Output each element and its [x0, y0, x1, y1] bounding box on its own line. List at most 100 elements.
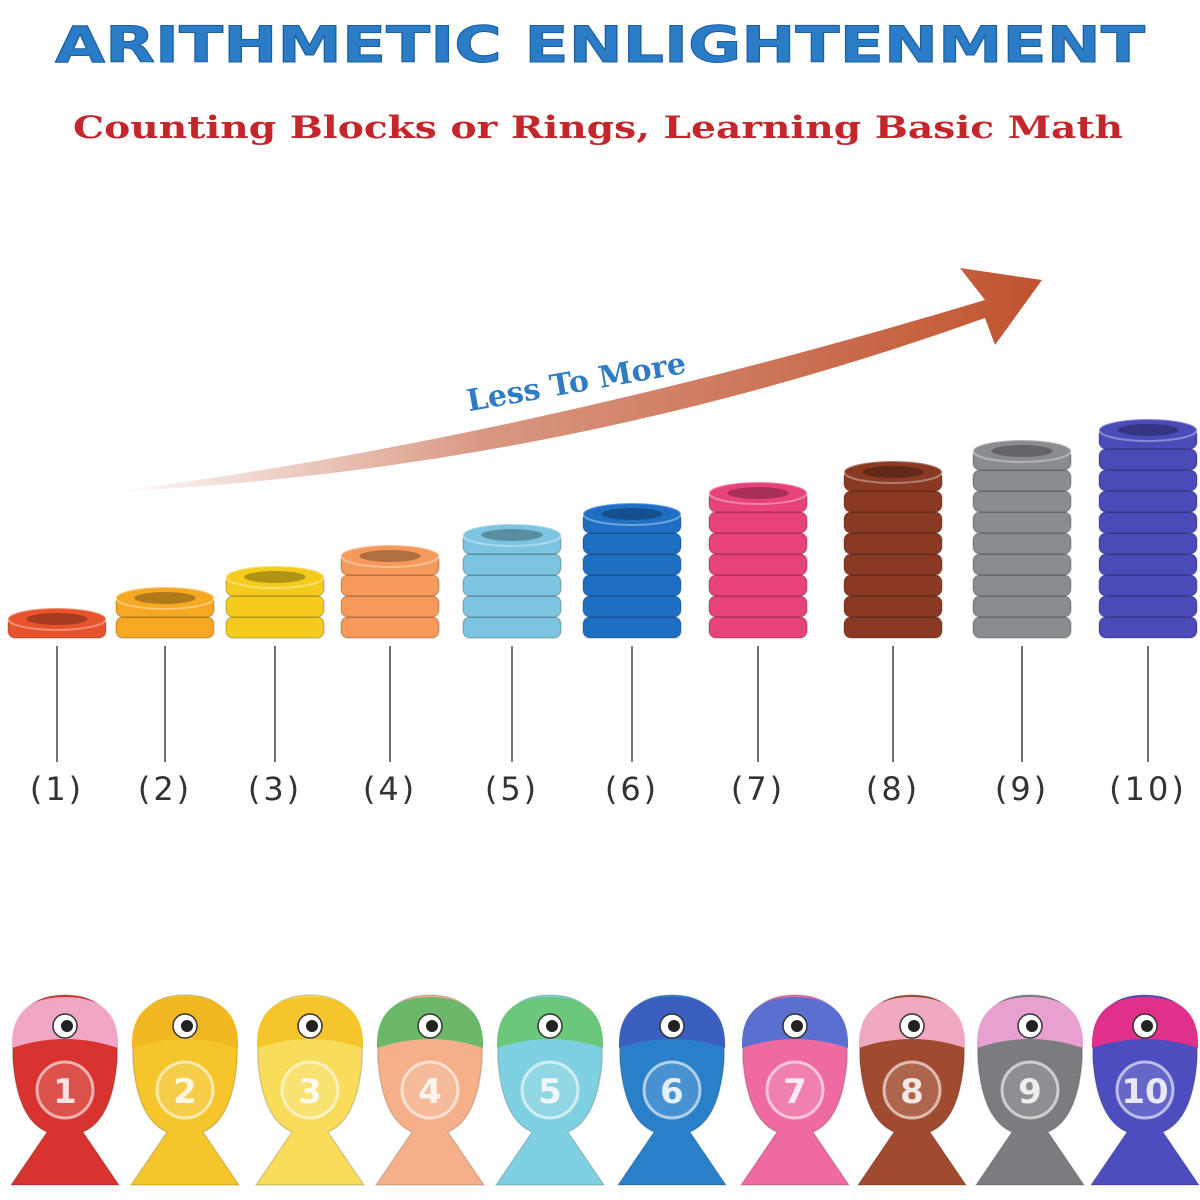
ring: [582, 574, 682, 597]
ring-top: [225, 565, 325, 589]
ring: [462, 595, 562, 618]
ring-stack: [843, 460, 943, 639]
ring-top: [7, 607, 107, 631]
ring-top: [582, 502, 682, 526]
ring: [582, 532, 682, 555]
ring-hole: [727, 487, 789, 499]
ring-hole: [991, 445, 1053, 457]
fish-badge: [1115, 1060, 1175, 1120]
stack-label: (7): [731, 770, 785, 808]
stack-label: (1): [30, 770, 84, 808]
ring-stack: [340, 544, 440, 639]
ring-top: [115, 586, 215, 610]
fish-number: 2: [173, 1072, 197, 1112]
fish: 9: [974, 994, 1086, 1186]
ring: [972, 511, 1072, 534]
fish-number: 3: [298, 1072, 322, 1112]
fish: 2: [129, 994, 241, 1186]
ring: [843, 595, 943, 618]
ring: [972, 490, 1072, 513]
fish-pupil: [668, 1020, 680, 1032]
ring: [225, 595, 325, 618]
title: ARITHMETIC ENLIGHTENMENT: [55, 16, 1145, 74]
stack-label: (4): [363, 770, 417, 808]
ring: [972, 532, 1072, 555]
fish-badge: [280, 1060, 340, 1120]
ring-top: [462, 523, 562, 547]
ring: [972, 595, 1072, 618]
ring-stacks: (1) (2) (3) (4) (5) (6) (7) (8) (9) (10): [7, 418, 1198, 808]
ring-hole: [26, 613, 88, 625]
fish-body: [1089, 994, 1200, 1186]
ring-hole: [1117, 424, 1179, 436]
ring: [708, 511, 808, 534]
stack-label: (2): [138, 770, 192, 808]
ring: [462, 574, 562, 597]
ring: [582, 553, 682, 576]
ring-stack: [7, 607, 107, 639]
fish-badge: [155, 1060, 215, 1120]
fish-pupil: [426, 1020, 438, 1032]
fish: 7: [739, 994, 851, 1186]
ring-stack: [115, 586, 215, 639]
fish-number: 5: [538, 1072, 562, 1112]
ring-hole: [862, 466, 924, 478]
fish-body: [254, 994, 366, 1186]
ring: [843, 511, 943, 534]
fish: 1: [9, 994, 121, 1186]
ring: [1098, 553, 1198, 576]
ring-stack: [225, 565, 325, 639]
ring-hole: [601, 508, 663, 520]
fish-number: 4: [418, 1072, 442, 1112]
fish: 10: [1089, 994, 1200, 1186]
fish-badge: [642, 1060, 702, 1120]
fish-pupil: [1141, 1020, 1153, 1032]
ring: [843, 616, 943, 639]
ring-top: [972, 439, 1072, 463]
stack-label: (6): [605, 770, 659, 808]
fish-badge: [520, 1060, 580, 1120]
ring: [1098, 469, 1198, 492]
ring-hole: [244, 571, 306, 583]
ring: [582, 616, 682, 639]
stack-label: (8): [866, 770, 920, 808]
ring: [582, 595, 682, 618]
ring: [843, 490, 943, 513]
fish-badge: [765, 1060, 825, 1120]
stack-label: (9): [995, 770, 1049, 808]
fish-number: 8: [900, 1072, 924, 1112]
fish-number: 6: [660, 1072, 684, 1112]
ring: [708, 574, 808, 597]
ring-top: [340, 544, 440, 568]
fish-body: [9, 994, 121, 1186]
fish: 5: [494, 994, 606, 1186]
fish-pupil: [306, 1020, 318, 1032]
ring: [708, 532, 808, 555]
fish-badge: [1000, 1060, 1060, 1120]
fish: 6: [616, 994, 728, 1186]
ring-hole: [481, 529, 543, 541]
ring: [1098, 511, 1198, 534]
ring: [225, 616, 325, 639]
ring: [462, 616, 562, 639]
fish-pupil: [908, 1020, 920, 1032]
ring: [115, 616, 215, 639]
fish-body: [129, 994, 241, 1186]
ring: [1098, 532, 1198, 555]
ring-stack: [582, 502, 682, 639]
ring-hole: [134, 592, 196, 604]
fish-pupil: [181, 1020, 193, 1032]
ring-stack: [972, 439, 1072, 639]
ring: [972, 574, 1072, 597]
fish-pupil: [546, 1020, 558, 1032]
ring: [462, 553, 562, 576]
fish-number: 10: [1121, 1072, 1168, 1112]
fish-body: [494, 994, 606, 1186]
fish-body: [616, 994, 728, 1186]
fish-body: [374, 994, 486, 1186]
ring: [843, 532, 943, 555]
ring: [340, 616, 440, 639]
subtitle: Counting Blocks or Rings, Learning Basic…: [73, 110, 1123, 146]
ring: [972, 469, 1072, 492]
ring-top: [1098, 418, 1198, 442]
